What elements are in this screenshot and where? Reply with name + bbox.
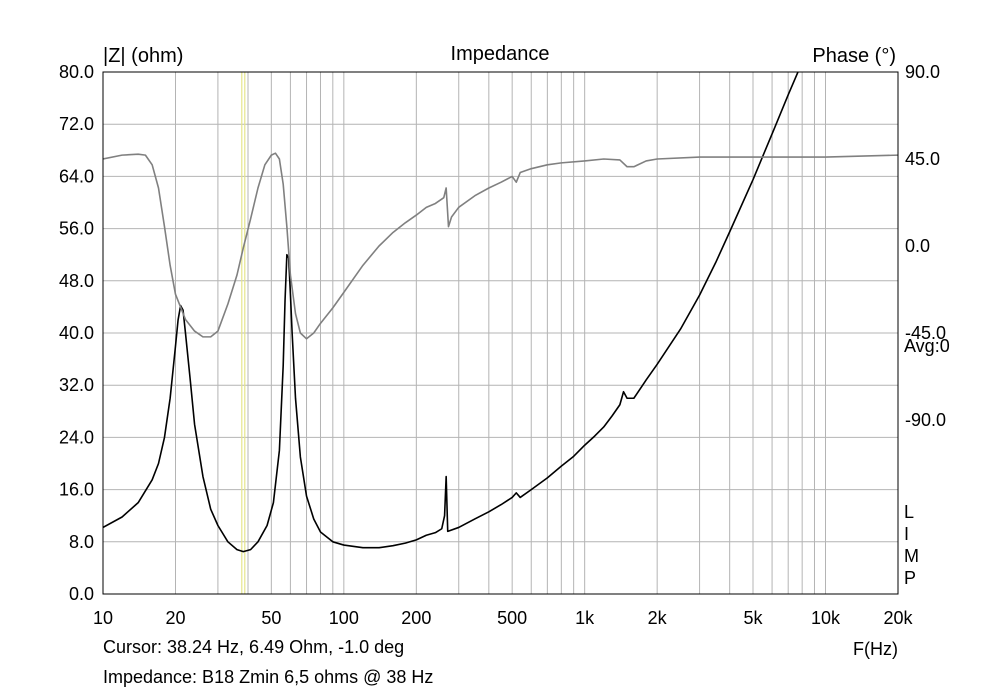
- y-left-tick-label: 72.0: [59, 114, 94, 134]
- plot-frame: [102, 71, 899, 595]
- x-tick-label: 100: [329, 608, 359, 628]
- y-left-tick-label: 0.0: [69, 584, 94, 604]
- right-axis-label: Phase (°): [812, 45, 896, 67]
- y-left-tick-label: 40.0: [59, 323, 94, 343]
- y-left-tick-label: 8.0: [69, 532, 94, 552]
- y-left-tick-label: 24.0: [59, 427, 94, 447]
- side-letter: M: [904, 546, 919, 566]
- y-left-tick-label: 80.0: [59, 62, 94, 82]
- x-tick-label: 20: [165, 608, 185, 628]
- x-tick-label: 10k: [811, 608, 841, 628]
- impedance-phase-line: [103, 152, 898, 340]
- measurement-info: Impedance: B18 Zmin 6,5 ohms @ 38 Hz: [103, 667, 434, 687]
- series-layer: [103, 72, 898, 553]
- x-tick-label: 5k: [743, 608, 763, 628]
- x-tick-label: 2k: [648, 608, 668, 628]
- x-tick-label: 500: [497, 608, 527, 628]
- x-tick-label: 50: [261, 608, 281, 628]
- y-right-tick-label: 0.0: [905, 236, 930, 256]
- impedance-magnitude-line: [103, 72, 799, 553]
- left-axis-label: |Z| (ohm): [103, 45, 183, 67]
- y-left-tick-label: 32.0: [59, 375, 94, 395]
- avg-label: Avg:0: [904, 336, 950, 356]
- cursor-readout: Cursor: 38.24 Hz, 6.49 Ohm, -1.0 deg: [103, 637, 405, 657]
- y-right-tick-label: 90.0: [905, 62, 940, 82]
- x-tick-label: 1k: [575, 608, 595, 628]
- chart-title: Impedance: [451, 43, 550, 65]
- y-left-tick-label: 56.0: [59, 219, 94, 239]
- x-tick-label: 200: [401, 608, 431, 628]
- side-letter: I: [904, 524, 909, 544]
- grid-lines: [103, 72, 898, 594]
- x-axis-label: F(Hz): [853, 639, 898, 659]
- y-left-tick-label: 16.0: [59, 480, 94, 500]
- x-tick-label: 10: [93, 608, 113, 628]
- y-left-tick-label: 48.0: [59, 271, 94, 291]
- y-right-tick-label: -45.0: [905, 323, 946, 343]
- y-right-tick-label: -90.0: [905, 410, 946, 430]
- y-right-tick-label: 45.0: [905, 149, 940, 169]
- tick-labels: 0.0 8.0 16.0 24.0 32.0 40.0 48.0 56.0 64.0 72.0 80…: [59, 62, 946, 628]
- y-left-tick-label: 64.0: [59, 166, 94, 186]
- side-letter: P: [904, 568, 916, 588]
- side-letter: L: [904, 502, 914, 522]
- x-tick-label: 20k: [883, 608, 913, 628]
